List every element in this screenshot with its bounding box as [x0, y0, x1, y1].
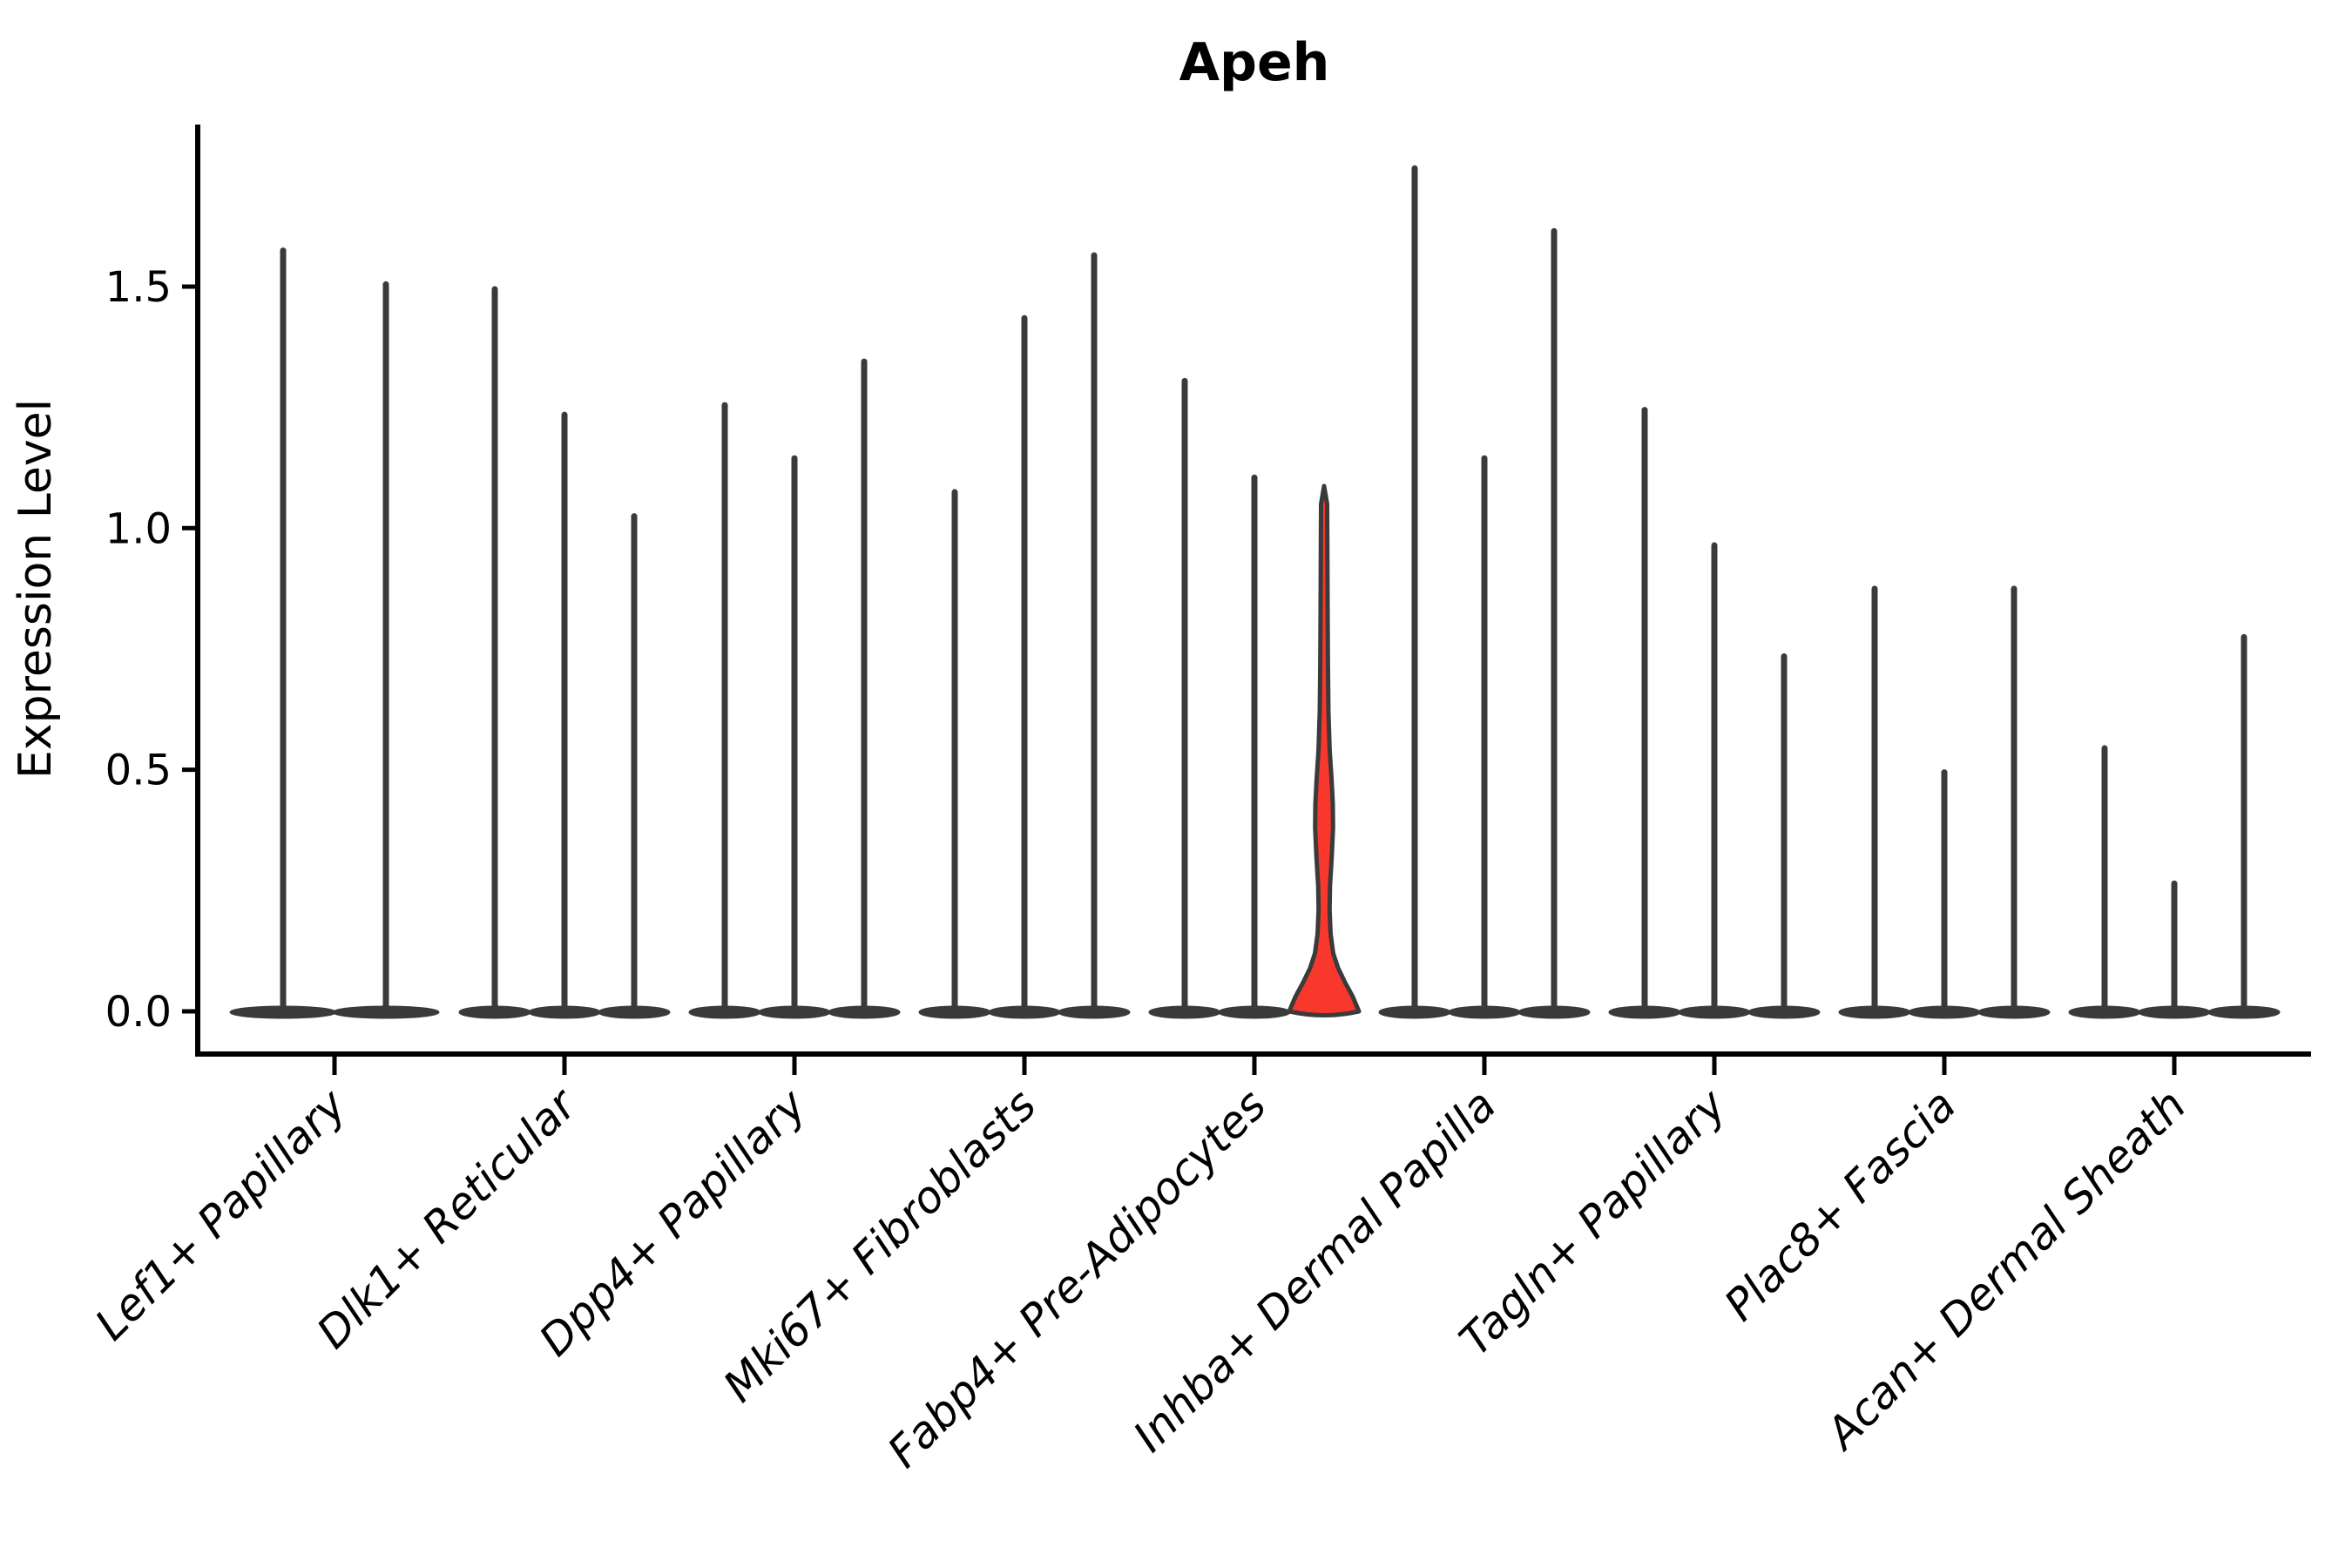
y-tick-label: 0.0 — [105, 988, 172, 1037]
axes-layer — [182, 125, 2311, 1075]
x-tick-label: Lef1+ Papillary — [85, 1078, 356, 1349]
x-tick-label: Plac8+ Fascia — [1715, 1079, 1966, 1330]
y-tick-label: 1.0 — [105, 504, 172, 553]
y-axis-label: Expression Level — [10, 399, 62, 779]
y-tick-label: 1.5 — [105, 263, 172, 312]
y-tick-label: 0.5 — [105, 747, 172, 795]
chart-title: Apeh — [1179, 32, 1330, 93]
highlighted-violin — [1287, 483, 1362, 1017]
violin-layer — [229, 165, 2281, 1019]
x-tick-label: Inhba+ Dermal Papilla — [1124, 1079, 1505, 1461]
x-tick-label: Fabp4+ Pre-Adipocytes — [878, 1079, 1276, 1477]
